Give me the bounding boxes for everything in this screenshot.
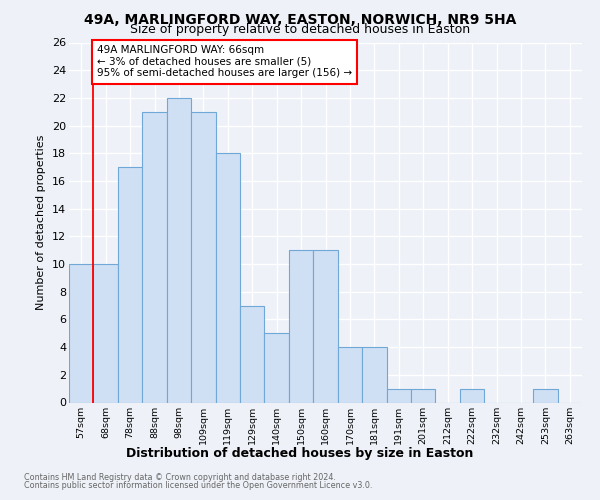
Text: Contains HM Land Registry data © Crown copyright and database right 2024.: Contains HM Land Registry data © Crown c… <box>24 472 336 482</box>
Bar <box>289 250 313 402</box>
Text: 49A MARLINGFORD WAY: 66sqm
← 3% of detached houses are smaller (5)
95% of semi-d: 49A MARLINGFORD WAY: 66sqm ← 3% of detac… <box>97 46 352 78</box>
Bar <box>362 347 386 403</box>
Text: Contains public sector information licensed under the Open Government Licence v3: Contains public sector information licen… <box>24 481 373 490</box>
Bar <box>338 347 362 403</box>
Bar <box>191 112 215 403</box>
Bar <box>460 388 484 402</box>
Bar <box>142 112 167 403</box>
Text: Size of property relative to detached houses in Easton: Size of property relative to detached ho… <box>130 22 470 36</box>
Bar <box>533 388 557 402</box>
Bar <box>240 306 265 402</box>
Bar <box>215 154 240 402</box>
Bar <box>313 250 338 402</box>
Bar <box>69 264 94 402</box>
Bar <box>118 167 142 402</box>
Text: Distribution of detached houses by size in Easton: Distribution of detached houses by size … <box>127 448 473 460</box>
Y-axis label: Number of detached properties: Number of detached properties <box>37 135 46 310</box>
Bar <box>167 98 191 402</box>
Bar <box>386 388 411 402</box>
Text: 49A, MARLINGFORD WAY, EASTON, NORWICH, NR9 5HA: 49A, MARLINGFORD WAY, EASTON, NORWICH, N… <box>84 12 516 26</box>
Bar <box>265 334 289 402</box>
Bar <box>411 388 436 402</box>
Bar <box>94 264 118 402</box>
